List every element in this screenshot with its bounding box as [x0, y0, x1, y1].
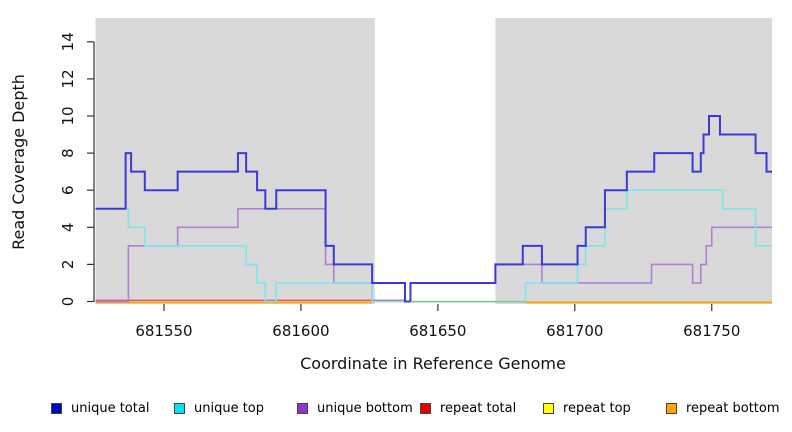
- y-axis-title: Read Coverage Depth: [9, 74, 28, 250]
- y-tick-label: 14: [59, 32, 77, 51]
- x-tick-label: 681550: [135, 322, 192, 340]
- x-tick-label: 681700: [546, 322, 603, 340]
- legend-swatch-unique-total: [51, 402, 62, 414]
- legend-item-repeat-total: repeat total: [420, 401, 543, 416]
- legend-label-unique-bottom: unique bottom: [317, 400, 413, 416]
- unshaded-band: [374, 18, 496, 304]
- legend-swatch-repeat-total: [420, 402, 431, 414]
- x-tick-label: 681650: [409, 322, 466, 340]
- plot-panel: [95, 18, 772, 304]
- y-tick-label: 2: [59, 260, 77, 270]
- legend-item-repeat-bottom: repeat bottom: [666, 401, 789, 416]
- legend-label-unique-total: unique total: [71, 400, 150, 416]
- y-tick-label: 10: [59, 106, 77, 125]
- x-tick-label: 681600: [272, 322, 329, 340]
- legend-item-repeat-top: repeat top: [543, 401, 666, 416]
- legend-item-unique-total: unique total: [51, 401, 174, 416]
- x-tick-label: 681750: [683, 322, 740, 340]
- legend-swatch-unique-bottom: [297, 402, 308, 414]
- axes: 0 2 4 6 8 10 12 14 681550 681600 681650 681700 68175…: [59, 32, 740, 340]
- legend-label-unique-top: unique top: [194, 400, 265, 416]
- legend-label-repeat-bottom: repeat bottom: [686, 400, 780, 416]
- chart-legend: unique total unique top unique bottom repea…: [51, 397, 791, 419]
- legend-swatch-repeat-bottom: [666, 402, 677, 414]
- legend-swatch-unique-top: [174, 402, 185, 414]
- y-tick-label: 8: [59, 148, 77, 158]
- legend-item-unique-bottom: unique bottom: [297, 401, 420, 416]
- y-tick-label: 12: [59, 69, 77, 88]
- legend-label-repeat-top: repeat top: [563, 400, 631, 416]
- series-line-unique-total: [95, 115, 772, 303]
- y-tick-label: 0: [59, 297, 77, 307]
- series-lines: [95, 115, 772, 304]
- y-tick-label: 6: [59, 185, 77, 195]
- legend-label-repeat-total: repeat total: [440, 400, 517, 416]
- y-tick-label: 4: [59, 223, 77, 233]
- legend-swatch-repeat-top: [543, 402, 554, 414]
- x-axis-title: Coordinate in Reference Genome: [300, 354, 566, 373]
- legend-item-unique-top: unique top: [174, 401, 297, 416]
